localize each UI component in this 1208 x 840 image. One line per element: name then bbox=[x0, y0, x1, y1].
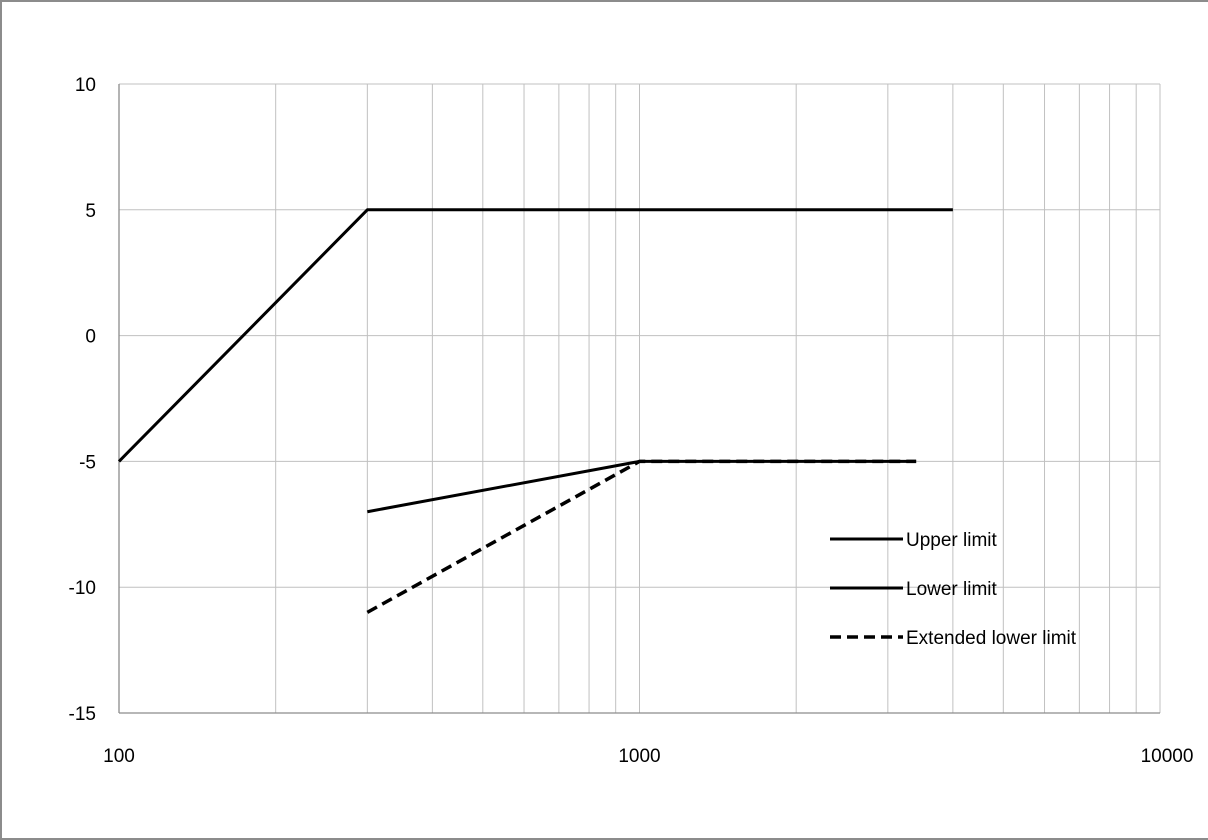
x-tick-label-2: 10000 bbox=[1141, 746, 1194, 767]
series-line-2 bbox=[366, 459, 917, 614]
series-line-0 bbox=[117, 208, 953, 463]
legend-label-1: Lower limit bbox=[906, 579, 998, 600]
y-tick-label-4: -10 bbox=[69, 578, 96, 599]
tick-labels: 10 5 0 -5 -10 -15 100 1000 10000 bbox=[69, 75, 1194, 767]
x-tick-label-0: 100 bbox=[103, 746, 135, 767]
axes bbox=[118, 84, 1160, 714]
legend: Upper limit Lower limit Extended lower lim… bbox=[830, 530, 1077, 649]
y-tick-label-2: 0 bbox=[85, 327, 96, 348]
y-tick-label-5: -15 bbox=[69, 704, 96, 725]
y-tick-label-3: -5 bbox=[79, 452, 96, 473]
series bbox=[117, 208, 953, 614]
y-tick-label-0: 10 bbox=[75, 75, 96, 96]
legend-label-0: Upper limit bbox=[906, 530, 998, 551]
series-line-1 bbox=[367, 459, 917, 514]
legend-label-2: Extended lower limit bbox=[906, 628, 1077, 649]
x-tick-label-1: 1000 bbox=[618, 746, 660, 767]
grid bbox=[119, 83, 1161, 713]
y-tick-label-1: 5 bbox=[85, 201, 96, 222]
